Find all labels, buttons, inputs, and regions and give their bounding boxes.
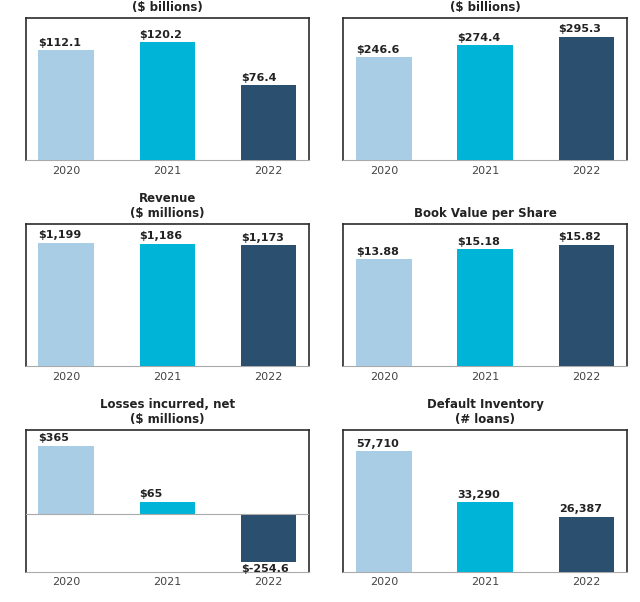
Text: $112.1: $112.1 (38, 38, 81, 48)
Text: 57,710: 57,710 (356, 439, 399, 449)
Text: $274.4: $274.4 (458, 33, 500, 43)
Title: Revenue
($ millions): Revenue ($ millions) (130, 192, 205, 220)
Text: $365: $365 (38, 433, 69, 443)
Bar (356, 259, 412, 366)
Text: $15.18: $15.18 (458, 237, 500, 247)
Text: $15.82: $15.82 (559, 232, 602, 242)
Bar (241, 85, 296, 160)
Text: $13.88: $13.88 (356, 247, 399, 257)
Bar (140, 42, 195, 160)
Bar (38, 51, 94, 160)
Text: $1,199: $1,199 (38, 230, 82, 240)
Text: $-254.6: $-254.6 (241, 565, 289, 574)
Bar (559, 244, 614, 366)
Bar (458, 46, 513, 160)
Title: Book Value per Share: Book Value per Share (414, 207, 557, 220)
Text: $65: $65 (140, 489, 163, 499)
Bar (140, 502, 195, 514)
Title: Default Inventory
(# loans): Default Inventory (# loans) (427, 398, 544, 426)
Title: Losses incurred, net
($ millions): Losses incurred, net ($ millions) (100, 398, 235, 426)
Bar (559, 37, 614, 160)
Text: $1,186: $1,186 (140, 231, 183, 241)
Bar (458, 503, 513, 572)
Text: $1,173: $1,173 (241, 233, 284, 243)
Bar (241, 514, 296, 562)
Text: $120.2: $120.2 (140, 29, 182, 40)
Text: $246.6: $246.6 (356, 45, 400, 55)
Bar (140, 244, 195, 366)
Bar (356, 57, 412, 160)
Text: $295.3: $295.3 (559, 24, 602, 34)
Bar (458, 249, 513, 366)
Text: $76.4: $76.4 (241, 73, 276, 82)
Title: New Primary Insurance Written
($ billions): New Primary Insurance Written ($ billion… (63, 0, 272, 14)
Bar (241, 245, 296, 366)
Text: 33,290: 33,290 (458, 490, 500, 500)
Bar (38, 445, 94, 514)
Bar (559, 517, 614, 572)
Text: 26,387: 26,387 (559, 504, 602, 514)
Bar (356, 452, 412, 572)
Bar (38, 243, 94, 366)
Title: Direct Primary Insurance in Force
($ billions): Direct Primary Insurance in Force ($ bil… (374, 0, 596, 14)
